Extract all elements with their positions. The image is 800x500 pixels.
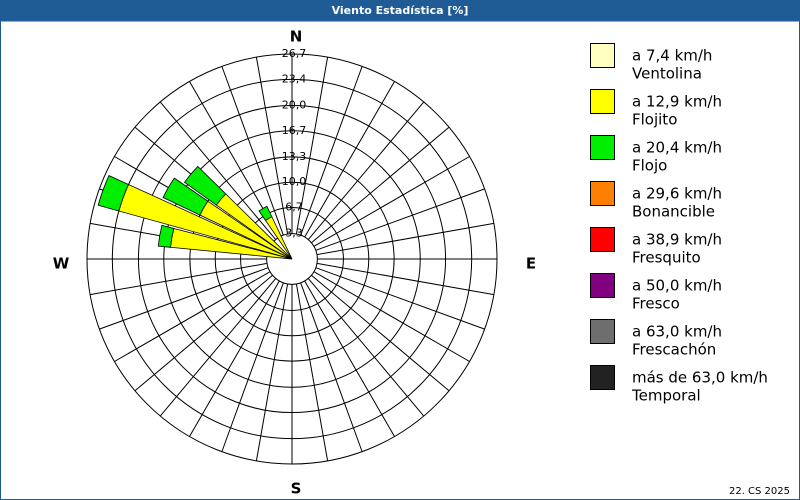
legend-description: Fresquito xyxy=(632,249,701,267)
spoke xyxy=(313,156,470,247)
legend-label: a 29,6 km/h xyxy=(632,185,722,203)
legend-label: a 50,0 km/h xyxy=(632,277,722,295)
legend-description: Ventolina xyxy=(632,65,702,83)
spoke xyxy=(134,274,273,392)
compass-label: S xyxy=(291,480,302,498)
compass-label: E xyxy=(526,255,536,273)
r-tick-label: 6,7 xyxy=(285,201,303,214)
grid-ring xyxy=(189,156,395,362)
wedge-segment xyxy=(258,205,273,221)
spoke xyxy=(114,271,271,362)
spoke xyxy=(90,262,268,296)
chart-title: Viento Estadística [%] xyxy=(332,4,469,17)
wedge-segment xyxy=(183,165,227,206)
spoke xyxy=(304,280,395,437)
grid-ring xyxy=(86,53,498,465)
legend-swatch xyxy=(590,273,615,298)
grid-ring xyxy=(214,181,370,337)
r-tick-label: 16,7 xyxy=(282,124,307,137)
spoke xyxy=(189,280,280,437)
r-tick-label: 10,0 xyxy=(282,175,307,188)
legend-description: Temporal xyxy=(631,387,701,405)
spoke xyxy=(315,188,485,251)
legend-label: a 7,4 km/h xyxy=(632,47,712,65)
legend-description: Frescachón xyxy=(632,341,716,359)
legend-swatch xyxy=(590,89,615,114)
spoke xyxy=(307,101,425,240)
grid-ring xyxy=(240,207,344,311)
compass-label: W xyxy=(53,255,70,273)
legend-description: Bonancible xyxy=(632,203,715,221)
spoke xyxy=(159,101,277,240)
spoke xyxy=(313,271,470,362)
legend-swatch xyxy=(590,365,615,390)
legend-description: Fresco xyxy=(632,295,680,313)
title-bar xyxy=(0,0,800,21)
spoke xyxy=(295,283,329,461)
wedge-segment xyxy=(162,177,209,216)
grid-ring xyxy=(163,130,421,388)
grid-ring xyxy=(266,233,318,285)
spoke xyxy=(304,81,395,238)
legend-swatch xyxy=(590,43,615,68)
legend-label: a 20,4 km/h xyxy=(632,139,722,157)
compass-label: N xyxy=(290,28,303,46)
spoke xyxy=(311,274,450,392)
legend-label: a 12,9 km/h xyxy=(632,93,722,111)
r-tick-label: 20,0 xyxy=(282,98,307,111)
r-tick-label: 26,7 xyxy=(282,47,307,60)
spoke xyxy=(295,57,329,235)
spoke xyxy=(311,126,450,244)
spoke xyxy=(300,282,363,452)
spoke xyxy=(316,262,494,296)
spoke xyxy=(221,66,284,236)
wedge-segment xyxy=(97,175,130,212)
grid-ring xyxy=(137,104,447,414)
r-tick-label: 23,4 xyxy=(282,72,307,85)
spoke xyxy=(221,282,284,452)
legend-swatch xyxy=(590,181,615,206)
footer: 22. CS 2025 xyxy=(729,486,790,497)
spoke xyxy=(255,57,289,235)
legend-description: Flojito xyxy=(632,111,677,129)
spoke xyxy=(307,278,425,417)
spoke xyxy=(255,283,289,461)
spoke xyxy=(99,267,269,330)
grid-ring xyxy=(111,78,473,440)
r-tick-label: 3,3 xyxy=(285,227,303,240)
legend-label: más de 63,0 km/h xyxy=(632,369,768,387)
legend-swatch xyxy=(590,135,615,160)
spoke xyxy=(315,267,485,330)
legend-label: a 63,0 km/h xyxy=(632,323,722,341)
legend-description: Flojo xyxy=(632,157,667,175)
r-tick-label: 13,3 xyxy=(282,150,307,163)
legend-label: a 38,9 km/h xyxy=(632,231,722,249)
legend-swatch xyxy=(590,227,615,252)
legend-swatch xyxy=(590,319,615,344)
wedge-segment xyxy=(157,224,175,248)
spoke xyxy=(159,278,277,417)
spoke xyxy=(316,222,494,256)
spoke xyxy=(300,66,363,236)
